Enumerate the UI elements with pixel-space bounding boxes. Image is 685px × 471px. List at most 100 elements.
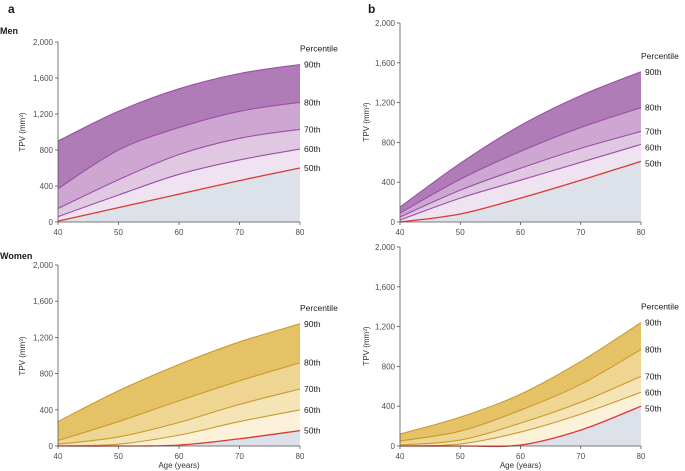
percentile-label-60th: 60th [304, 144, 321, 154]
x-tick-label: 80 [296, 452, 305, 461]
percentile-label-80th: 80th [645, 345, 662, 355]
percentile-line-60th [57, 148, 301, 218]
y-tick-label: 800 [382, 362, 396, 371]
percentile-label-80th: 80th [304, 358, 321, 368]
x-tick-label: 40 [54, 228, 63, 237]
percentile-line-80th [57, 362, 301, 442]
x-axis-title: Age (years) [158, 461, 200, 470]
x-tick-label: 50 [456, 228, 465, 237]
percentile-label-50th: 50th [645, 403, 662, 413]
chart-women-b: 0 400 800 1,200 1,600 2,000 40 50 60 70 80 TPV (mm³… [362, 243, 679, 470]
x-tick-label: 50 [114, 452, 123, 461]
y-tick-label: 2,000 [375, 243, 396, 252]
x-tick-label: 60 [175, 452, 184, 461]
y-tick-label: 400 [40, 406, 54, 415]
percentile-line-50th [57, 167, 301, 222]
row-label-men: Men [0, 26, 18, 36]
percentile-line-90th [399, 71, 642, 208]
y-tick-label: 800 [40, 146, 54, 155]
percentile-line-80th [399, 349, 642, 442]
y-tick-label: 0 [49, 442, 54, 451]
percentile-line-50th [399, 160, 642, 223]
percentile-label-60th: 60th [645, 387, 662, 397]
percentile-title: Percentile [300, 303, 338, 313]
band-60th [58, 409, 300, 446]
x-tick-label: 40 [396, 228, 405, 237]
percentile-label-90th: 90th [645, 318, 662, 328]
x-tick-label: 70 [576, 228, 585, 237]
chart-men-b: 0 400 800 1,200 1,600 2,000 40 50 60 70 80 TPV (mm³… [362, 19, 679, 237]
percentile-line-60th [399, 391, 642, 447]
percentile-line-90th [57, 63, 301, 142]
percentile-label-70th: 70th [645, 371, 662, 381]
x-tick-label: 70 [576, 452, 585, 461]
percentile-label-90th: 90th [645, 67, 662, 77]
x-tick-label: 80 [637, 452, 646, 461]
y-tick-label: 400 [40, 182, 54, 191]
y-tick-label: 800 [382, 138, 396, 147]
y-tick-label: 1,600 [375, 283, 396, 292]
y-tick-label: 1,600 [33, 74, 54, 83]
y-tick-label: 1,200 [375, 99, 396, 108]
x-tick-label: 50 [114, 228, 123, 237]
percentile-title: Percentile [300, 44, 338, 54]
y-tick-label: 2,000 [33, 38, 54, 47]
y-tick-label: 800 [40, 370, 54, 379]
percentile-line-60th [399, 143, 642, 221]
band-50th [58, 168, 300, 222]
percentile-line-80th [57, 101, 301, 190]
x-tick-label: 60 [516, 228, 525, 237]
y-tick-label: 2,000 [375, 19, 396, 28]
percentile-label-50th: 50th [304, 426, 321, 436]
y-axis-title: TPV (mm³) [18, 336, 27, 375]
percentile-label-90th: 90th [304, 60, 321, 70]
percentile-title: Percentile [641, 302, 679, 312]
x-tick-label: 70 [235, 452, 244, 461]
band-50th [400, 406, 641, 447]
x-tick-label: 60 [175, 228, 184, 237]
y-tick-label: 1,200 [33, 110, 54, 119]
x-tick-label: 80 [296, 228, 305, 237]
percentile-label-50th: 50th [304, 163, 321, 173]
percentile-label-70th: 70th [645, 127, 662, 137]
percentile-title: Percentile [641, 51, 679, 61]
chart-men-a: 0 400 800 1,200 1,600 2,000 40 50 60 70 80 TPV (mm³… [18, 38, 338, 237]
chart-women-a: 0 400 800 1,200 1,600 2,000 40 50 60 70 80 TPV (mm³… [18, 261, 338, 470]
y-tick-label: 1,200 [375, 323, 396, 332]
percentile-line-70th [399, 130, 642, 218]
percentile-label-70th: 70th [304, 384, 321, 394]
panel-letter-b: b [368, 2, 375, 16]
band-50th [400, 161, 641, 222]
x-tick-label: 40 [396, 452, 405, 461]
percentile-label-60th: 60th [304, 405, 321, 415]
y-axis-title: TPV (mm³) [18, 112, 27, 151]
y-tick-label: 1,600 [33, 297, 54, 306]
y-tick-label: 0 [391, 442, 396, 451]
x-tick-label: 40 [54, 452, 63, 461]
y-tick-label: 0 [391, 218, 396, 227]
y-tick-label: 400 [382, 402, 396, 411]
x-tick-label: 70 [235, 228, 244, 237]
percentile-line-80th [399, 107, 642, 214]
percentile-label-60th: 60th [645, 143, 662, 153]
y-tick-label: 1,600 [375, 59, 396, 68]
percentile-line-70th [57, 388, 301, 445]
y-tick-label: 400 [382, 178, 396, 187]
y-tick-label: 2,000 [33, 261, 54, 270]
y-axis-title: TPV (mm³) [362, 102, 371, 141]
y-tick-label: 0 [49, 218, 54, 227]
percentile-line-60th [57, 409, 301, 447]
percentile-line-90th [57, 323, 301, 423]
x-axis-title: Age (years) [500, 461, 542, 470]
x-tick-label: 50 [456, 452, 465, 461]
y-axis-title: TPV (mm³) [362, 326, 371, 365]
x-tick-label: 80 [637, 228, 646, 237]
percentile-label-80th: 80th [304, 97, 321, 107]
percentile-line-70th [57, 128, 301, 209]
percentile-line-90th [399, 322, 642, 435]
percentile-label-90th: 90th [304, 319, 321, 329]
percentile-label-80th: 80th [645, 103, 662, 113]
y-tick-label: 1,200 [33, 333, 54, 342]
band-50th [58, 430, 300, 447]
x-tick-label: 60 [516, 452, 525, 461]
